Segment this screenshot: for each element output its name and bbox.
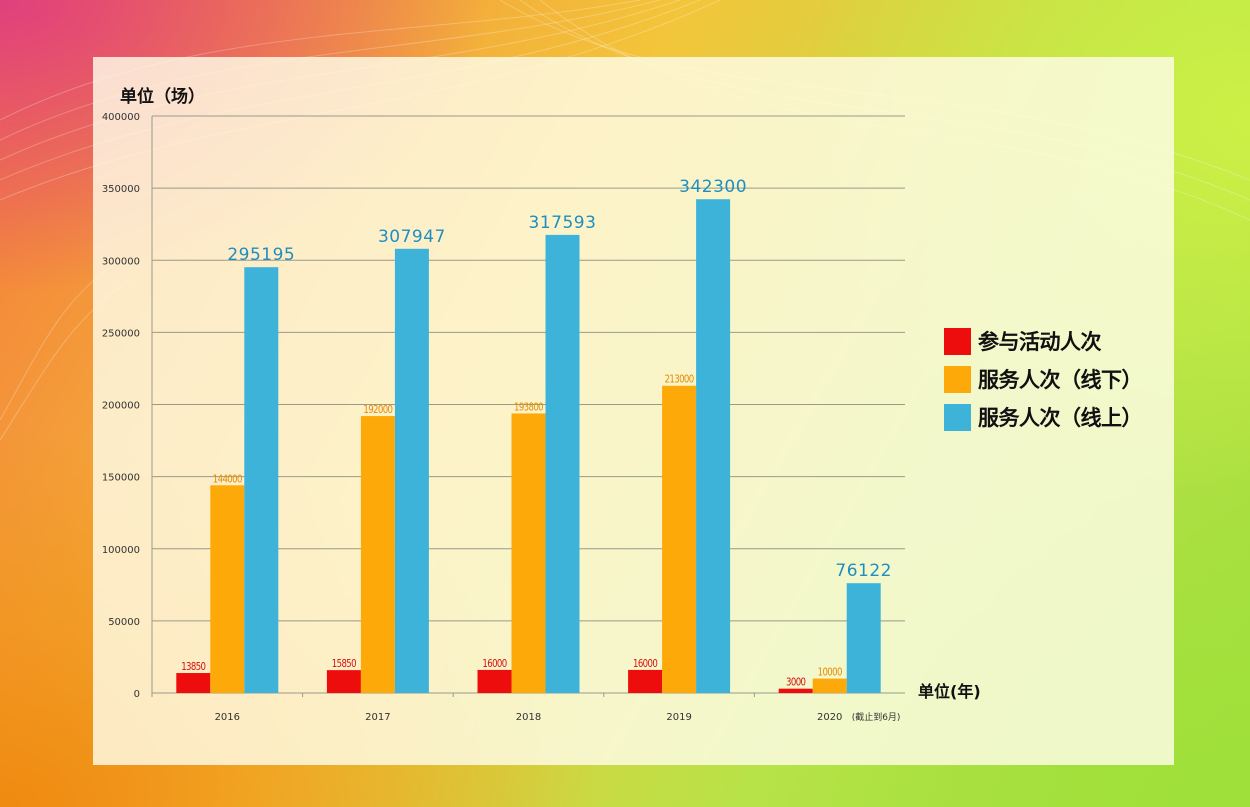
x-tick-label: 2019 xyxy=(666,712,691,723)
y-tick-label: 300000 xyxy=(102,256,140,267)
bar-online xyxy=(846,583,881,693)
value-label-online: 76122 xyxy=(835,561,892,581)
bar-participation xyxy=(326,670,361,693)
legend-item-offline: 服务人次（线下） xyxy=(944,360,1143,398)
value-label-participation: 15850 xyxy=(332,658,357,670)
bar-offline xyxy=(662,385,697,693)
y-tick-label: 100000 xyxy=(102,545,140,556)
legend-label-participation: 参与活动人次 xyxy=(978,330,1102,354)
y-axis-label: 单位（场） xyxy=(120,86,205,107)
x-axis-label: 单位(年) xyxy=(918,682,981,701)
bar-participation xyxy=(628,669,663,693)
value-label-participation: 13850 xyxy=(181,661,206,673)
value-label-offline: 192000 xyxy=(363,404,392,416)
value-labels: 13850 15850 16000 16000 3000 144000 192000 1938… xyxy=(181,177,892,689)
x-tick-note: (截止到6月) xyxy=(852,711,901,723)
legend-item-online: 服务人次（线上） xyxy=(944,398,1143,436)
bar-online xyxy=(545,234,580,693)
value-label-online: 295195 xyxy=(227,245,295,265)
x-tick-label: 2016 xyxy=(215,712,240,723)
legend-item-participation: 参与活动人次 xyxy=(944,322,1142,360)
y-tick-label: 350000 xyxy=(102,184,140,195)
bar-participation xyxy=(176,673,211,693)
bar-offline xyxy=(812,678,847,693)
value-label-offline: 193800 xyxy=(514,402,543,414)
y-tick-label: 50000 xyxy=(108,617,140,628)
value-label-online: 342300 xyxy=(679,177,747,197)
value-label-offline: 144000 xyxy=(213,473,242,485)
y-tick-label: 250000 xyxy=(102,328,140,339)
value-label-participation: 16000 xyxy=(633,658,658,670)
y-tick-label: 150000 xyxy=(102,473,140,484)
value-label-offline: 213000 xyxy=(665,374,694,386)
bar-offline xyxy=(360,416,395,693)
bar-online xyxy=(244,267,279,693)
legend-swatch-participation xyxy=(944,327,971,355)
bar-participation xyxy=(477,669,512,693)
bar-offline xyxy=(210,485,245,693)
bars xyxy=(176,199,881,694)
legend-label-offline: 服务人次（线下） xyxy=(978,368,1143,392)
bar-online xyxy=(696,199,731,694)
y-tick-label: 0 xyxy=(134,689,140,700)
x-tick-label: 2018 xyxy=(516,712,541,723)
value-label-participation: 16000 xyxy=(482,658,507,670)
value-label-online: 307947 xyxy=(378,227,446,247)
bar-online xyxy=(394,248,429,694)
bar-offline xyxy=(511,413,546,693)
x-axis-ticks: 2016 2017 2018 2019 2020 (截止到6月) xyxy=(151,693,901,723)
legend-swatch-online xyxy=(944,403,971,431)
legend: 参与活动人次 服务人次（线下） 服务人次（线上） xyxy=(944,322,1143,436)
value-label-online: 317593 xyxy=(529,213,597,233)
y-tick-label: 400000 xyxy=(102,112,140,123)
y-tick-label: 200000 xyxy=(102,401,140,412)
value-label-participation: 3000 xyxy=(786,677,806,689)
legend-label-online: 服务人次（线上） xyxy=(978,406,1143,430)
x-tick-label: 2017 xyxy=(365,712,390,723)
bar-participation xyxy=(778,688,813,693)
y-axis-ticks: 0 50000 100000 150000 200000 250000 300000 3500… xyxy=(102,112,140,700)
value-label-offline: 10000 xyxy=(818,667,843,679)
x-tick-label: 2020 xyxy=(817,712,842,723)
legend-swatch-offline xyxy=(944,365,971,393)
